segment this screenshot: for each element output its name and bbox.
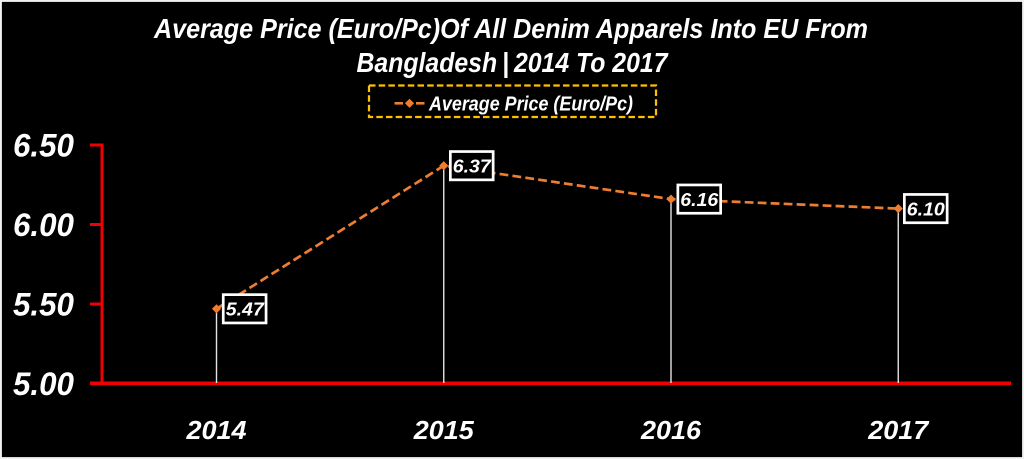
svg-text:6.37: 6.37 (453, 155, 493, 176)
svg-text:5.00: 5.00 (13, 366, 74, 402)
svg-text:2015: 2015 (413, 417, 475, 445)
svg-text:5.50: 5.50 (13, 286, 74, 322)
svg-text:6.00: 6.00 (13, 207, 74, 243)
svg-text:6.10: 6.10 (907, 198, 946, 219)
svg-text:5.47: 5.47 (226, 299, 266, 320)
svg-text:2016: 2016 (640, 417, 702, 445)
svg-text:6.50: 6.50 (13, 127, 74, 163)
svg-text:Average Price (Euro/Pc)Of All: Average Price (Euro/Pc)Of All Denim Appa… (153, 13, 868, 44)
svg-text:2017: 2017 (867, 417, 930, 445)
svg-text:Average Price (Euro/Pc): Average Price (Euro/Pc) (428, 93, 633, 116)
svg-text:Bangladesh | 2014 To 2017: Bangladesh | 2014 To 2017 (357, 47, 669, 78)
svg-text:6.16: 6.16 (680, 189, 719, 210)
svg-text:2014: 2014 (185, 417, 246, 445)
